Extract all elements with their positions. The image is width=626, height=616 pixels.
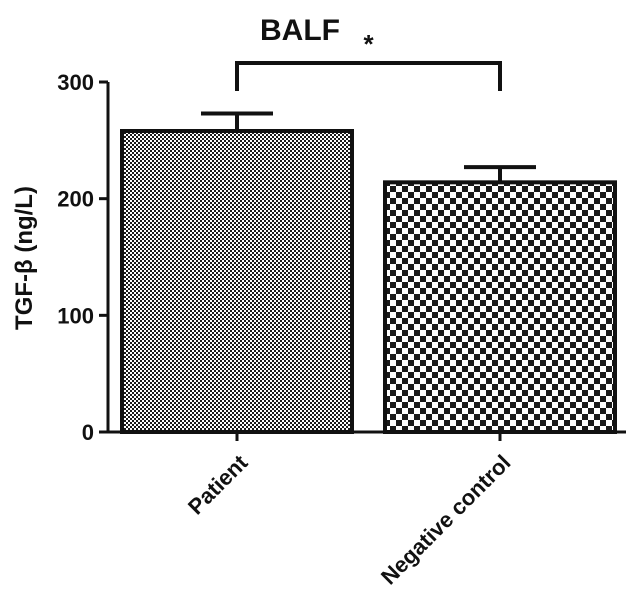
y-tick-label: 0 xyxy=(82,420,94,445)
y-axis-label: TGF-β (ng/L) xyxy=(11,186,38,330)
bar xyxy=(120,129,354,434)
bar xyxy=(383,180,617,434)
x-tick-label: Negative control xyxy=(376,450,516,590)
x-tick-label: Patient xyxy=(183,449,253,519)
y-tick-label: 200 xyxy=(57,187,94,212)
significance-label: * xyxy=(363,29,374,59)
y-tick-label: 100 xyxy=(57,303,94,328)
significance-bracket xyxy=(235,61,502,91)
y-tick-label: 300 xyxy=(57,70,94,95)
chart-title: BALF xyxy=(260,14,340,47)
